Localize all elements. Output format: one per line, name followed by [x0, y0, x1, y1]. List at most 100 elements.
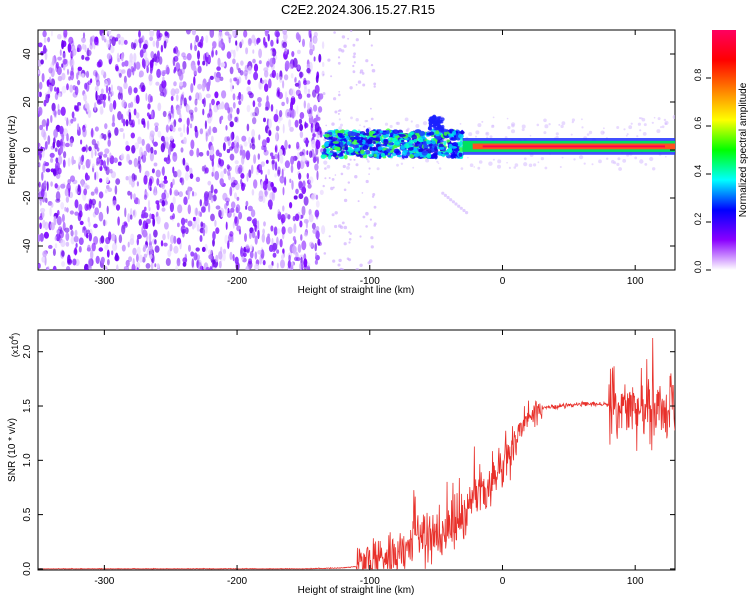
noise-blob: [261, 233, 265, 243]
noise-blob: [68, 36, 74, 45]
noise-blob: [50, 181, 53, 187]
noise-blob: [294, 78, 297, 83]
halo-speck: [384, 122, 389, 126]
noise-blob: [128, 256, 133, 262]
band-blob: [452, 130, 457, 136]
noise-blob: [46, 181, 49, 192]
y-tick-label: 0.0: [22, 562, 33, 576]
noise-speck: [371, 195, 375, 198]
noise-blob: [78, 203, 83, 213]
band-blob: [388, 142, 395, 146]
band-blob: [391, 137, 397, 142]
noise-blob: [241, 135, 247, 142]
band-bump-blob: [428, 121, 433, 126]
band-blob: [407, 147, 414, 151]
noise-blob: [176, 237, 182, 245]
noise-blob: [61, 85, 67, 94]
noise-blob: [316, 170, 319, 181]
noise-blob: [145, 222, 149, 230]
noise-blob: [135, 112, 140, 119]
noise-blob: [135, 61, 141, 70]
noise-blob: [250, 209, 256, 218]
noise-blob: [49, 83, 53, 92]
noise-blob: [204, 167, 209, 174]
noise-blob: [61, 63, 64, 68]
noise-blob: [276, 249, 280, 254]
noise-blob: [268, 78, 272, 89]
noise-blob: [38, 91, 42, 98]
x-tick-label: -200: [227, 276, 247, 287]
noise-blob: [94, 150, 97, 157]
halo-speck: [491, 124, 495, 127]
noise-blob: [246, 172, 249, 182]
noise-blob: [83, 226, 86, 231]
halo-speck: [583, 162, 586, 165]
noise-speck: [331, 122, 335, 126]
noise-blob: [248, 136, 251, 145]
noise-blob: [91, 149, 94, 159]
noise-blob: [233, 212, 236, 218]
noise-blob: [278, 110, 283, 118]
halo-speck: [468, 132, 473, 137]
noise-blob: [273, 226, 278, 236]
band-blob: [426, 132, 432, 136]
noise-blob: [247, 79, 251, 85]
noise-blob: [136, 261, 141, 270]
noise-blob: [306, 150, 309, 156]
noise-blob: [115, 178, 121, 185]
band-blob: [366, 138, 373, 145]
noise-blob: [107, 30, 112, 35]
noise-blob: [154, 239, 157, 245]
noise-blob: [268, 130, 272, 137]
tail-speck: [462, 208, 466, 213]
noise-blob: [154, 125, 159, 132]
noise-speck: [352, 55, 356, 59]
noise-speck: [339, 267, 343, 270]
noise-blob: [161, 200, 166, 207]
x-tick-label: 0: [500, 276, 506, 287]
halo-speck: [651, 121, 654, 124]
halo-speck: [415, 124, 420, 128]
noise-blob: [204, 120, 207, 130]
y-tick-label: 1.0: [22, 453, 33, 467]
noise-blob: [150, 262, 154, 270]
noise-blob: [247, 91, 253, 96]
noise-blob: [146, 120, 150, 130]
noise-blob: [186, 125, 189, 135]
noise-blob: [58, 155, 63, 165]
noise-blob: [264, 30, 269, 37]
noise-blob: [88, 232, 93, 242]
noise-blob: [230, 207, 235, 213]
noise-blob: [170, 95, 174, 101]
halo-speck: [326, 157, 329, 160]
halo-speck: [523, 157, 527, 161]
noise-blob: [183, 123, 186, 134]
noise-blob: [313, 37, 318, 45]
halo-speck: [366, 158, 369, 161]
noise-blob: [234, 116, 238, 123]
noise-blob: [130, 101, 134, 108]
noise-blob: [290, 73, 294, 79]
noise-blob: [96, 61, 102, 68]
noise-blob: [315, 200, 320, 208]
noise-blob: [284, 139, 288, 150]
noise-blob: [57, 56, 62, 61]
noise-blob: [298, 193, 304, 200]
noise-blob: [263, 36, 266, 46]
halo-speck: [478, 160, 483, 164]
snr-series-line: [38, 337, 675, 570]
noise-speck: [334, 211, 338, 215]
halo-speck: [652, 167, 656, 171]
band-blob: [356, 139, 363, 144]
noise-blob: [86, 184, 90, 190]
y-tick-label: 0: [22, 147, 33, 153]
noise-blob: [152, 40, 156, 47]
noise-blob: [176, 49, 180, 57]
halo-speck: [396, 121, 400, 126]
noise-blob: [151, 168, 155, 174]
noise-blob: [106, 39, 110, 49]
noise-blob: [306, 93, 311, 98]
halo-speck: [473, 166, 476, 168]
band-blob: [337, 133, 343, 137]
halo-speck: [606, 157, 609, 160]
